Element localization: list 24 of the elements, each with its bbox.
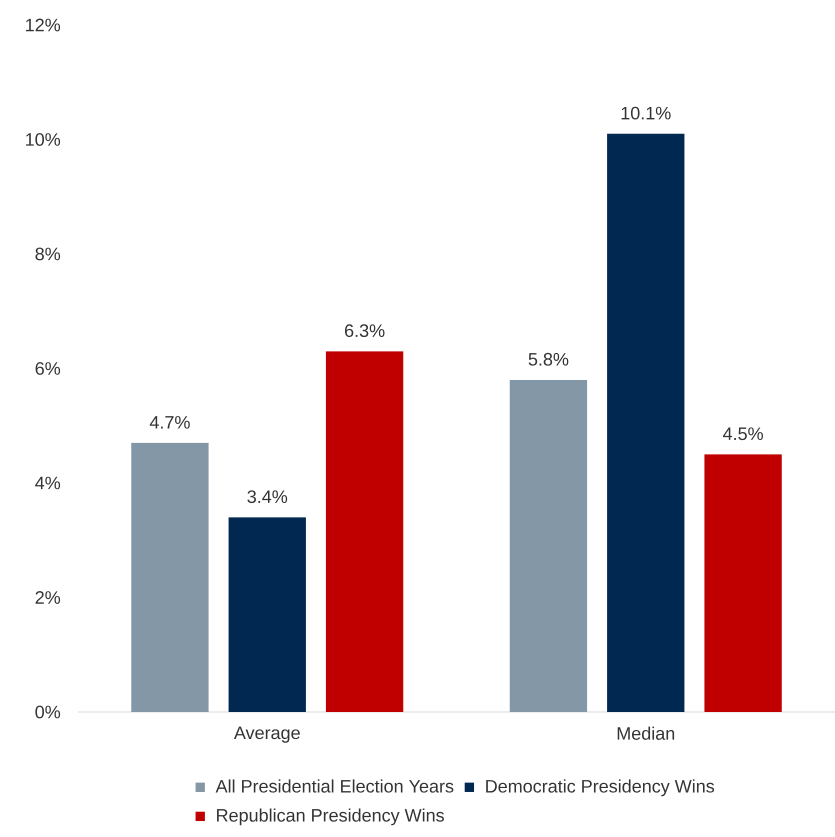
- y-tick-label: 0%: [35, 706, 60, 718]
- bar: [704, 454, 782, 712]
- bar: [131, 442, 209, 712]
- data-label: 4.5%: [722, 427, 763, 440]
- y-tick-label: 6%: [36, 362, 60, 375]
- y-tick-label: 12%: [26, 18, 60, 32]
- data-label: 10.1%: [622, 106, 671, 120]
- data-label: 3.4%: [247, 490, 288, 504]
- data-label: 6.3%: [344, 324, 384, 338]
- x-tick-label: Median: [618, 726, 674, 740]
- bar: [607, 134, 684, 712]
- y-tick-label: 4%: [35, 476, 60, 490]
- x-tick-label: Average: [234, 726, 300, 743]
- legend-label: All Presidential Election Years: [216, 779, 454, 793]
- bar: [228, 517, 306, 712]
- y-tick-label: 2%: [36, 591, 60, 604]
- data-label: 4.7%: [150, 416, 190, 429]
- data-label: 5.8%: [528, 352, 568, 366]
- legend-label: Democratic Presidency Wins: [486, 779, 714, 796]
- legend-label: Republican Presidency Wins: [217, 808, 444, 826]
- y-tick-label: 10%: [26, 133, 60, 146]
- y-tick-label: 8%: [35, 248, 60, 260]
- bar: [510, 380, 588, 712]
- bar: [326, 351, 404, 712]
